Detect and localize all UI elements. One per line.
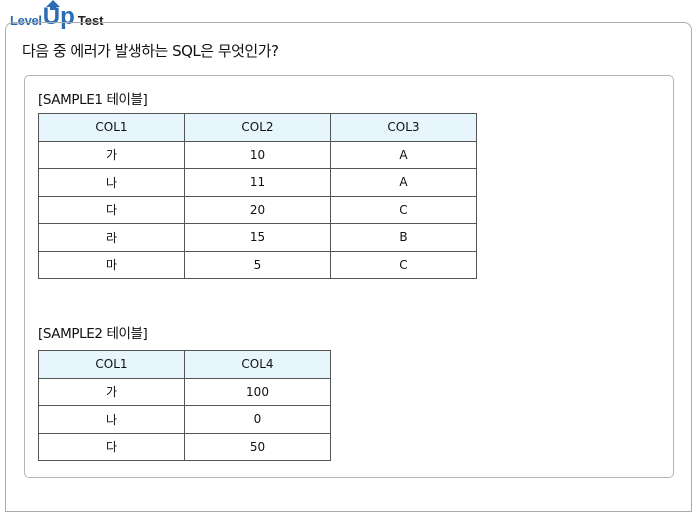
- logo-test-text: Test: [77, 13, 104, 28]
- sample2-table-title: [SAMPLE2 테이블]: [38, 326, 148, 342]
- table-cell: 50: [184, 432, 331, 461]
- column-header: COL4: [184, 350, 331, 379]
- table-row: 다 50: [38, 432, 331, 461]
- table-cell: 0: [184, 405, 331, 434]
- table-row: 가 100: [38, 377, 331, 406]
- question-text: 다음 중 에러가 발생하는 SQL은 무엇인가?: [22, 42, 279, 60]
- table-cell: A: [330, 140, 477, 169]
- table-cell: 5: [184, 250, 331, 279]
- column-header: COL2: [184, 113, 331, 142]
- sample1-table: COL1 COL2 COL3 가 10 A 나 11 A 다 20 C 라 15…: [38, 113, 477, 279]
- logo-up-letters: Up: [42, 3, 75, 30]
- table-cell: 10: [184, 140, 331, 169]
- table-row: 나 0: [38, 405, 331, 434]
- table-cell: 가: [38, 140, 185, 169]
- table-row: 나 11 A: [38, 168, 477, 197]
- table-cell: 마: [38, 250, 185, 279]
- table-header-row: COL1 COL4: [38, 350, 331, 379]
- table-cell: 나: [38, 405, 185, 434]
- table-cell: C: [330, 250, 477, 279]
- table-row: 가 10 A: [38, 140, 477, 169]
- column-header: COL1: [38, 113, 185, 142]
- question-content-box: [24, 75, 674, 478]
- table-row: 마 5 C: [38, 250, 477, 279]
- table-cell: 20: [184, 195, 331, 224]
- levelup-test-logo: Level Up Test: [10, 0, 104, 30]
- table-cell: C: [330, 195, 477, 224]
- sample1-table-title: [SAMPLE1 테이블]: [38, 92, 148, 108]
- table-row: 다 20 C: [38, 195, 477, 224]
- table-cell: B: [330, 223, 477, 252]
- column-header: COL3: [330, 113, 477, 142]
- table-cell: 가: [38, 377, 185, 406]
- column-header: COL1: [38, 350, 185, 379]
- table-cell: 100: [184, 377, 331, 406]
- table-cell: A: [330, 168, 477, 197]
- table-cell: 11: [184, 168, 331, 197]
- logo-level-text: Level: [10, 13, 42, 28]
- sample2-table: COL1 COL4 가 100 나 0 다 50: [38, 350, 331, 461]
- table-row: 라 15 B: [38, 223, 477, 252]
- table-cell: 다: [38, 195, 185, 224]
- logo-up-text: Up: [42, 0, 75, 30]
- up-arrow-icon: [45, 0, 60, 10]
- table-cell: 라: [38, 223, 185, 252]
- table-cell: 다: [38, 432, 185, 461]
- table-header-row: COL1 COL2 COL3: [38, 113, 477, 142]
- table-cell: 나: [38, 168, 185, 197]
- table-cell: 15: [184, 223, 331, 252]
